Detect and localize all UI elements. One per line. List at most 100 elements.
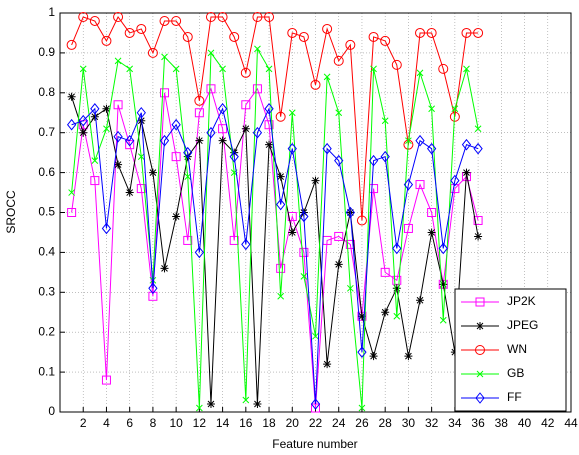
x-tick-label: 14 (216, 416, 230, 430)
marker (195, 136, 204, 145)
marker (473, 27, 484, 38)
marker (207, 49, 215, 57)
marker (229, 235, 239, 245)
marker (357, 312, 366, 321)
marker (206, 84, 216, 94)
marker (172, 212, 181, 221)
marker (125, 134, 135, 147)
series-line (71, 16, 479, 221)
marker (66, 39, 77, 50)
marker (287, 211, 297, 221)
marker (323, 360, 332, 369)
marker (277, 292, 285, 300)
marker (101, 35, 112, 46)
legend-label: GB (507, 366, 524, 380)
marker (252, 126, 263, 139)
marker (114, 160, 123, 169)
marker (276, 172, 285, 181)
marker (322, 23, 333, 34)
marker (265, 140, 274, 149)
marker (194, 95, 205, 106)
marker (380, 35, 391, 46)
marker (473, 215, 483, 225)
marker (323, 73, 331, 81)
marker (137, 153, 145, 160)
marker (148, 291, 158, 301)
x-tick-label: 32 (425, 416, 439, 430)
marker (241, 100, 251, 110)
marker (114, 57, 122, 65)
y-tick-label: 0.2 (38, 324, 55, 338)
marker (300, 272, 308, 280)
marker (358, 404, 366, 412)
marker (310, 79, 321, 90)
x-axis-label: Feature number (272, 437, 357, 451)
marker (287, 27, 298, 38)
marker (230, 148, 239, 157)
y-tick-label: 0.6 (38, 165, 55, 179)
marker (66, 118, 77, 131)
marker (126, 65, 134, 73)
marker (101, 222, 112, 235)
x-tick-label: 44 (564, 416, 578, 430)
marker (334, 260, 343, 269)
y-tick-label: 0.5 (38, 205, 55, 219)
marker (172, 65, 180, 73)
marker (288, 228, 297, 237)
marker (205, 11, 216, 22)
legend-marker (476, 322, 484, 330)
marker (288, 109, 296, 117)
marker (345, 39, 356, 50)
marker (171, 152, 181, 162)
marker (79, 128, 88, 137)
marker (439, 316, 447, 324)
marker (311, 176, 320, 185)
marker (136, 23, 147, 34)
marker (426, 142, 437, 155)
marker (68, 189, 75, 196)
y-tick-label: 0.1 (38, 364, 55, 378)
marker (171, 15, 182, 26)
marker (159, 134, 170, 147)
marker (241, 238, 251, 251)
marker (194, 246, 205, 259)
x-tick-label: 12 (193, 416, 207, 430)
marker (137, 116, 146, 125)
marker (252, 84, 262, 94)
legend-label: FF (507, 390, 522, 404)
x-tick-label: 10 (169, 416, 183, 430)
marker (287, 142, 297, 155)
marker (67, 92, 76, 101)
marker (101, 375, 111, 385)
marker (276, 198, 286, 211)
marker (113, 100, 123, 110)
marker (415, 134, 425, 147)
y-tick-label: 1 (48, 5, 55, 19)
x-tick-label: 22 (309, 416, 323, 430)
x-tick-label: 24 (332, 416, 346, 430)
marker (416, 296, 425, 305)
marker (206, 400, 215, 409)
marker (171, 118, 181, 131)
marker (89, 15, 100, 26)
marker (334, 231, 344, 241)
y-tick-label: 0.4 (38, 245, 55, 259)
marker (241, 124, 250, 133)
legend-marker (475, 345, 485, 355)
marker (125, 188, 134, 197)
marker (299, 208, 308, 217)
marker (194, 108, 204, 118)
marker (160, 88, 170, 98)
marker (415, 180, 425, 190)
marker (369, 352, 378, 361)
marker (462, 168, 471, 177)
marker (368, 154, 379, 167)
marker (438, 242, 448, 255)
x-tick-label: 2 (80, 416, 87, 430)
marker (451, 105, 459, 113)
y-tick-label: 0 (48, 404, 55, 418)
series-line (71, 47, 479, 409)
y-tick-label: 0.7 (38, 125, 55, 139)
marker (357, 346, 367, 358)
marker (428, 105, 435, 113)
